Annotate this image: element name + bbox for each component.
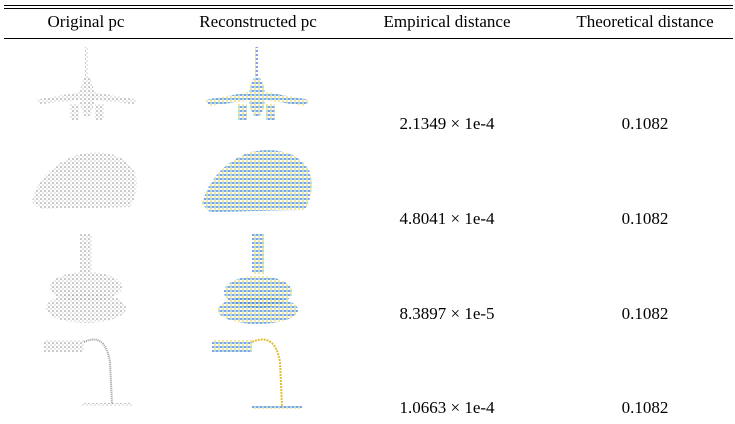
empirical-cell: 8.3897 × 1e-5: [399, 304, 494, 324]
header-cell: Theoretical distance: [576, 12, 713, 32]
theoretical-cell: 0.1082: [622, 209, 669, 229]
top-rule: [4, 5, 733, 6]
point-cloud-images: [0, 42, 330, 422]
header-cell: Empirical distance: [384, 12, 511, 32]
header-cell: Original pc: [48, 12, 125, 32]
empirical-cell: 2.1349 × 1e-4: [399, 114, 494, 134]
page: {"table": { "header": ["Original pc", "R…: [0, 0, 735, 424]
reconstructed-vase: [218, 234, 298, 324]
original-rock: [32, 152, 137, 209]
original-airplane: [35, 47, 138, 120]
original-vase: [46, 234, 126, 323]
header-cell: Reconstructed pc: [199, 12, 317, 32]
header-rule: [4, 38, 733, 39]
empirical-cell: 4.8041 × 1e-4: [399, 209, 494, 229]
theoretical-cell: 0.1082: [622, 304, 669, 324]
theoretical-cell: 0.1082: [622, 114, 669, 134]
reconstructed-rock: [202, 150, 312, 212]
empirical-cell: 1.0663 × 1e-4: [399, 398, 494, 418]
reconstructed-lamp: [212, 340, 302, 410]
top-rule: [4, 8, 733, 9]
original-lamp: [44, 340, 132, 407]
reconstructed-airplane: [205, 47, 310, 120]
theoretical-cell: 0.1082: [622, 398, 669, 418]
